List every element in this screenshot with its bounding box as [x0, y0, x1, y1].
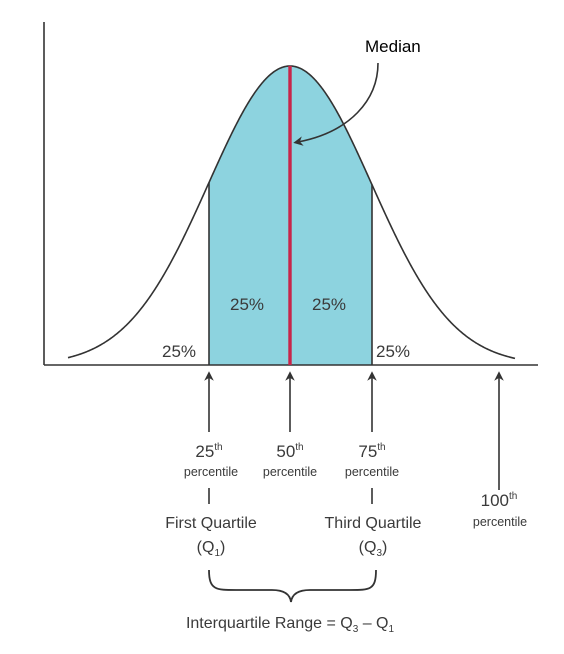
iqr-formula: Interquartile Range = Q3 – Q1 [186, 615, 395, 635]
p100-label: 100th [481, 491, 518, 510]
p100-percentile-word: percentile [473, 515, 527, 529]
right-tail-percent: 25% [376, 342, 410, 361]
p25-percentile-word: percentile [184, 465, 238, 479]
p50-label: 50th [276, 442, 303, 461]
median-label: Median [365, 37, 421, 56]
left-center-percent: 25% [230, 295, 264, 314]
third-quartile-label: Third Quartile [325, 515, 422, 532]
first-quartile-symbol: (Q1) [197, 539, 226, 559]
p25-label: 25th [195, 442, 222, 461]
p75-percentile-word: percentile [345, 465, 399, 479]
p75-label: 75th [358, 442, 385, 461]
right-center-percent: 25% [312, 295, 346, 314]
p50-percentile-word: percentile [263, 465, 317, 479]
iqr-brace [209, 570, 376, 602]
left-tail-percent: 25% [162, 342, 196, 361]
third-quartile-symbol: (Q3) [359, 539, 388, 559]
first-quartile-label: First Quartile [165, 515, 257, 532]
